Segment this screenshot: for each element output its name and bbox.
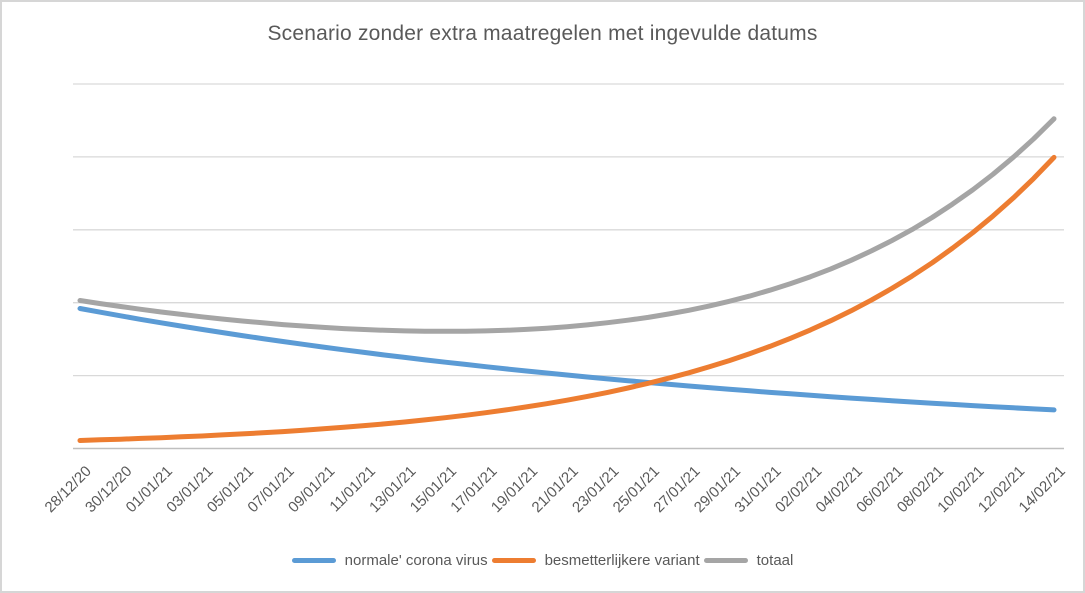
legend-item-totaal: totaal xyxy=(703,552,794,569)
series-line-totaal xyxy=(77,116,1057,334)
legend-swatch-orange xyxy=(491,558,536,563)
legend-swatch-blue xyxy=(291,558,336,563)
chart-title: Scenario zonder extra maatregelen met in… xyxy=(267,22,818,45)
legend-label: normale' corona virus xyxy=(344,552,488,569)
legend-label: besmetterlijkere variant xyxy=(544,552,700,569)
series-line-besmetterlijkere-variant xyxy=(77,154,1057,443)
legend: normale' corona virus besmetterlijkere v… xyxy=(2,552,1083,569)
legend-item-normale-corona-virus: normale' corona virus xyxy=(291,552,488,569)
legend-swatch-gray xyxy=(703,558,748,563)
legend-label: totaal xyxy=(756,552,794,569)
legend-item-besmetterlijkere-variant: besmetterlijkere variant xyxy=(491,552,700,569)
series-line-normale-corona-virus xyxy=(77,306,1057,413)
